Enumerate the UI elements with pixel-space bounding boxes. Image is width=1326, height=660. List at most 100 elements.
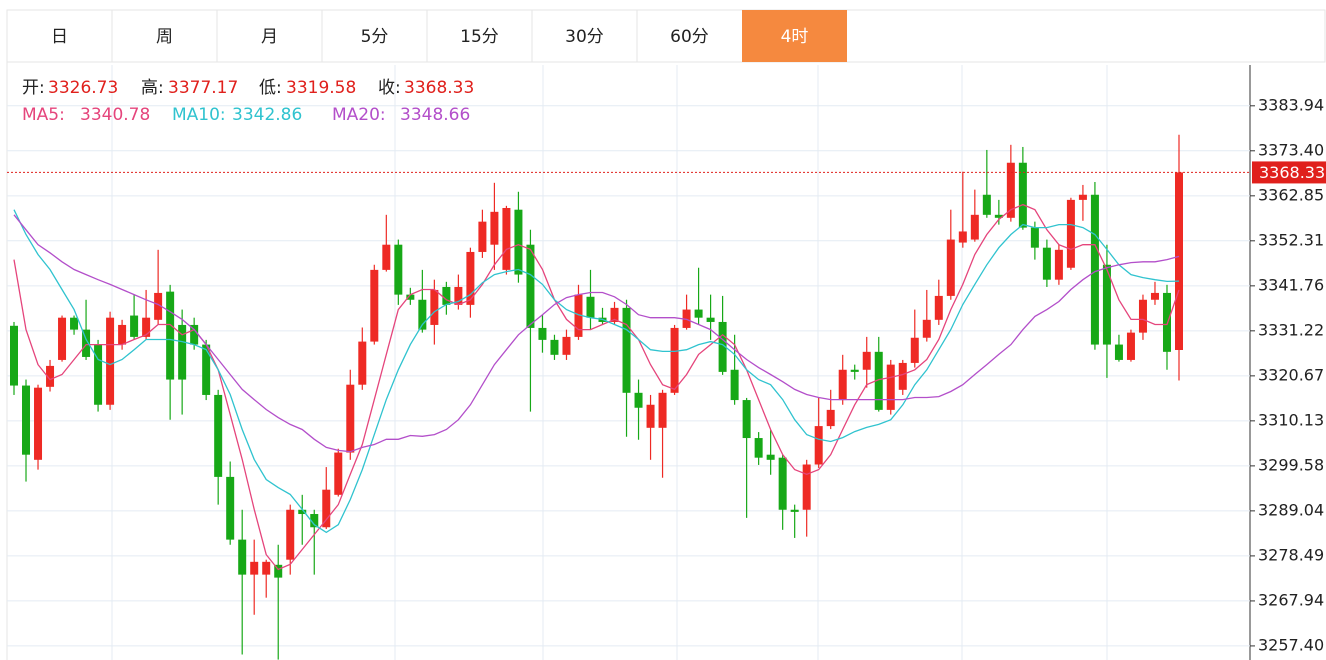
legend-value: 3348.66	[400, 105, 470, 125]
legend-value: 3342.86	[232, 105, 302, 125]
candle-body	[1006, 162, 1015, 218]
tab[interactable]: 周	[156, 27, 173, 47]
candle-body	[574, 294, 583, 337]
ma-line	[13, 209, 1180, 534]
candle-body	[646, 404, 655, 428]
candle-body	[70, 317, 79, 330]
candle-body	[790, 509, 799, 512]
candle-body	[910, 337, 919, 363]
candle-body	[622, 307, 631, 393]
candle-body	[802, 464, 811, 510]
y-tick-label: 3278.49	[1258, 545, 1324, 564]
candle-body	[10, 325, 18, 386]
candle-body	[142, 317, 151, 337]
candle-body	[478, 221, 487, 252]
candle-body	[1102, 264, 1111, 345]
candle-body	[178, 324, 187, 380]
candle-body	[586, 296, 595, 318]
last-price-tag	[1252, 161, 1326, 184]
y-tick-label: 3310.13	[1258, 410, 1324, 429]
candle-body	[454, 286, 463, 305]
tab[interactable]: 15分	[460, 27, 499, 47]
y-tick-label: 3289.04	[1258, 500, 1324, 519]
candle-body	[694, 309, 703, 318]
candle-body	[1162, 292, 1171, 352]
tab[interactable]: 60分	[670, 27, 709, 47]
candle-body	[310, 514, 319, 528]
candle-body	[1030, 227, 1039, 248]
candle-body	[238, 539, 247, 575]
candle-body	[154, 292, 163, 320]
candle-body	[1150, 292, 1159, 300]
legend-value: 3340.78	[80, 105, 150, 125]
tab[interactable]: 30分	[565, 27, 604, 47]
legend-name: MA5:	[22, 105, 65, 125]
candle-body	[346, 384, 355, 453]
y-tick-label: 3331.22	[1258, 320, 1324, 339]
tab[interactable]: 4时	[781, 27, 809, 47]
candle-body	[214, 394, 223, 477]
candle-body	[118, 324, 127, 345]
candle-body	[82, 329, 91, 357]
candle-body	[874, 351, 883, 410]
candle-body	[442, 286, 451, 305]
y-tick-label: 3362.85	[1258, 185, 1324, 204]
candle-body	[370, 269, 379, 342]
candle-body	[970, 214, 979, 240]
candle-body	[526, 244, 535, 328]
legend-name: MA10:	[172, 105, 226, 125]
candle-body	[766, 454, 775, 460]
candle-body	[358, 341, 367, 385]
candle-body	[838, 369, 847, 401]
candle-body	[502, 207, 511, 270]
tab[interactable]: 月	[261, 27, 278, 47]
tab-active-bg	[742, 10, 847, 62]
candle-body	[466, 251, 475, 305]
candle-body	[190, 324, 199, 345]
candle-body	[610, 307, 619, 322]
y-tick-label: 3299.58	[1258, 455, 1324, 474]
candle-body	[742, 400, 751, 439]
y-tick-label: 3352.31	[1258, 230, 1324, 249]
candle-body	[286, 509, 295, 560]
candle-body	[1114, 344, 1123, 360]
candle-body	[658, 392, 667, 428]
info-value: 3368.33	[404, 78, 474, 98]
tab[interactable]: 日	[51, 27, 68, 47]
candle-body	[106, 317, 115, 405]
candle-body	[778, 457, 787, 510]
candle-body	[922, 319, 931, 338]
candle-body	[754, 438, 763, 458]
candle-body	[850, 369, 859, 372]
candle-body	[34, 387, 43, 460]
candle-body	[958, 231, 967, 243]
candle-body	[826, 409, 835, 427]
last-price-label: 3368.33	[1259, 163, 1325, 182]
candle-body	[1090, 194, 1099, 345]
info-label: 高:	[141, 78, 164, 98]
candle-body	[166, 291, 175, 380]
candle-body	[262, 561, 271, 575]
ma-line	[13, 203, 1180, 571]
candle-body	[670, 327, 679, 393]
candle-body	[1175, 172, 1183, 350]
candle-body	[886, 364, 895, 410]
candle-body	[430, 289, 439, 325]
candle-body	[994, 214, 1003, 218]
candle-body	[1018, 162, 1027, 228]
candle-body	[322, 489, 331, 528]
candle-body	[382, 244, 391, 270]
info-value: 3326.73	[48, 78, 118, 98]
candle-body	[490, 211, 499, 245]
info-label: 收:	[378, 78, 401, 98]
tab[interactable]: 5分	[361, 27, 389, 47]
ma-line	[13, 214, 1180, 453]
candle-body	[718, 321, 727, 372]
candle-body	[1126, 332, 1135, 360]
candle-body	[862, 351, 871, 370]
info-label: 开:	[22, 78, 45, 98]
candle-body	[22, 385, 31, 455]
candle-body	[538, 327, 547, 340]
